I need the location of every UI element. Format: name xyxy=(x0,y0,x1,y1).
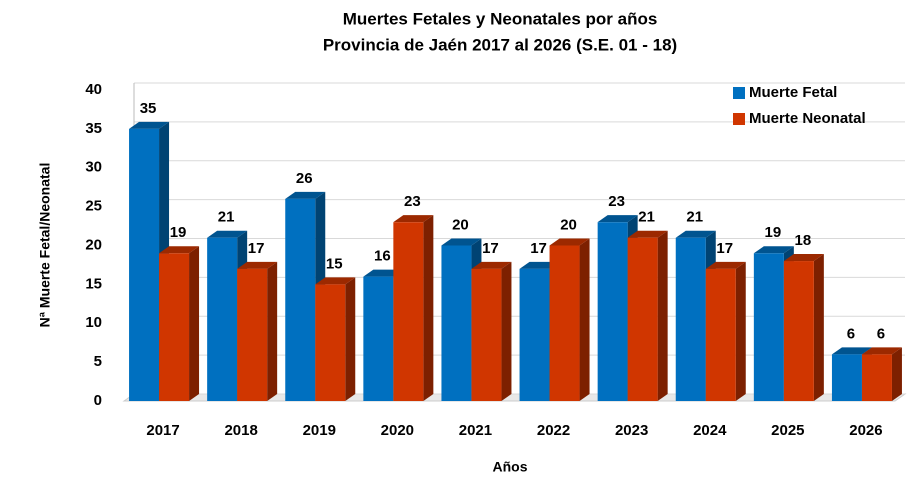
x-tick-label: 2017 xyxy=(146,422,179,439)
legend-swatch xyxy=(733,87,745,99)
data-label: 35 xyxy=(140,100,157,117)
bar xyxy=(549,245,580,401)
data-label: 21 xyxy=(686,209,703,226)
bar-side xyxy=(891,347,902,401)
legend-label: Muerte Neonatal xyxy=(749,110,866,127)
y-tick-label: 40 xyxy=(85,81,102,98)
bar xyxy=(519,268,550,401)
bar-side xyxy=(735,261,746,401)
bar-side xyxy=(813,254,824,401)
bar-side xyxy=(657,230,668,401)
data-label: 21 xyxy=(638,209,655,226)
data-label: 17 xyxy=(530,240,547,257)
x-tick-label: 2025 xyxy=(771,422,804,439)
x-tick-label: 2024 xyxy=(693,422,727,439)
x-axis-label: Años xyxy=(493,459,528,475)
bar xyxy=(753,253,784,401)
bar-top xyxy=(753,246,794,254)
bar-side xyxy=(501,261,512,401)
data-label: 20 xyxy=(452,216,469,233)
bar xyxy=(285,198,316,401)
data-label: 16 xyxy=(374,248,391,265)
data-label: 15 xyxy=(326,255,343,272)
y-tick-label: 25 xyxy=(85,198,102,215)
data-label: 23 xyxy=(404,193,421,210)
bar-top xyxy=(549,238,590,246)
bar-top xyxy=(159,246,200,254)
data-label: 21 xyxy=(218,209,235,226)
data-label: 23 xyxy=(608,193,625,210)
bar-side xyxy=(189,246,200,401)
y-axis-label: Nª Muerte Fetal/Neonatal xyxy=(37,163,53,328)
data-label: 17 xyxy=(716,240,733,257)
bar-side xyxy=(579,238,590,401)
bar xyxy=(393,222,424,401)
x-tick-label: 2022 xyxy=(537,422,570,439)
data-label: 17 xyxy=(248,240,265,257)
bar-top xyxy=(861,347,902,355)
bar xyxy=(159,253,190,401)
bar-top xyxy=(129,121,170,129)
bar xyxy=(597,222,628,401)
bar xyxy=(471,268,502,401)
bar xyxy=(363,276,394,401)
data-label: 19 xyxy=(170,224,187,241)
y-tick-label: 0 xyxy=(94,392,102,409)
y-tick-label: 20 xyxy=(85,236,102,253)
bar xyxy=(675,237,706,401)
bar xyxy=(207,237,238,401)
data-label: 6 xyxy=(847,325,855,342)
bar xyxy=(627,237,658,401)
chart-title: Muertes Fetales y Neonatales por años xyxy=(343,9,658,28)
bar-side xyxy=(345,277,356,401)
y-tick-label: 10 xyxy=(85,314,102,331)
bar-top xyxy=(393,215,434,223)
x-tick-label: 2021 xyxy=(459,422,492,439)
bar-top xyxy=(471,261,512,269)
data-label: 6 xyxy=(877,325,885,342)
bar-side xyxy=(423,215,434,401)
bar xyxy=(705,268,736,401)
bar-top xyxy=(627,230,668,238)
bar-top xyxy=(831,347,872,355)
x-tick-label: 2019 xyxy=(303,422,336,439)
y-tick-label: 15 xyxy=(85,275,102,292)
bar xyxy=(783,261,814,401)
chart-subtitle: Provincia de Jaén 2017 al 2026 (S.E. 01 … xyxy=(323,35,677,54)
bar-top xyxy=(207,230,248,238)
bar xyxy=(441,245,472,401)
data-label: 20 xyxy=(560,216,577,233)
bar xyxy=(237,268,268,401)
data-label: 26 xyxy=(296,170,313,187)
data-label: 18 xyxy=(795,232,812,249)
x-tick-label: 2020 xyxy=(381,422,414,439)
x-tick-label: 2026 xyxy=(849,422,882,439)
y-tick-label: 30 xyxy=(85,159,102,176)
bar xyxy=(129,128,160,401)
bar-top xyxy=(597,215,638,223)
bar-top xyxy=(441,238,482,246)
bar-top xyxy=(315,277,356,285)
legend-label: Muerte Fetal xyxy=(749,84,837,101)
bar-top xyxy=(285,191,326,199)
bar-top xyxy=(783,254,824,262)
bar xyxy=(315,284,346,401)
y-tick-label: 35 xyxy=(85,120,102,137)
bar-top xyxy=(705,261,746,269)
bar xyxy=(861,354,892,401)
data-label: 17 xyxy=(482,240,499,257)
bar xyxy=(831,354,862,401)
x-tick-label: 2018 xyxy=(224,422,257,439)
x-tick-label: 2023 xyxy=(615,422,648,439)
y-tick-label: 5 xyxy=(94,353,102,370)
bar-top xyxy=(237,261,278,269)
bar-top xyxy=(675,230,716,238)
legend-swatch xyxy=(733,113,745,125)
data-label: 19 xyxy=(765,224,782,241)
bar-side xyxy=(267,261,278,401)
